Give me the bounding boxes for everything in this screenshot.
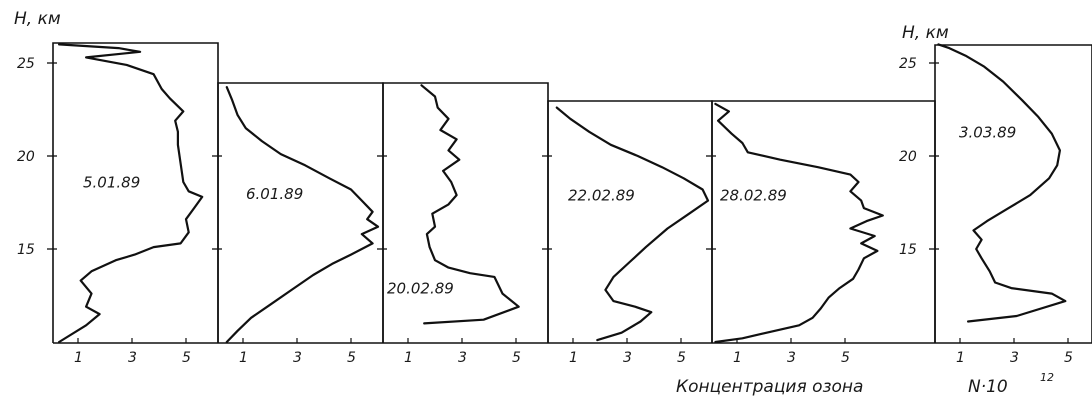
panel-date-label: 5.01.89 — [83, 174, 140, 192]
y-axis-title-right: H, км — [902, 23, 949, 43]
y-tick-label: 25 — [17, 56, 35, 72]
x-tick-label: 1 — [404, 350, 413, 366]
panel-3: 1 3 5 20.02.89 — [377, 82, 549, 366]
panel-date-label: 6.01.89 — [246, 185, 303, 203]
x-tick-label: 3 — [293, 350, 302, 366]
panel-frame — [382, 82, 549, 343]
x-tick-label: 3 — [458, 350, 467, 366]
x-tick-label: 3 — [787, 350, 796, 366]
y-axis-title-left: H, км — [14, 9, 61, 29]
panel-date-label: 28.02.89 — [720, 187, 787, 205]
x-tick-label: 1 — [239, 350, 248, 366]
panel-2: 1 3 5 6.01.89 — [212, 82, 384, 366]
panel-date-label: 22.02.89 — [568, 187, 635, 205]
x-tick-label: 1 — [956, 350, 965, 366]
x-tick-label: 3 — [128, 350, 137, 366]
x-tick-label: 5 — [347, 350, 356, 366]
panel-5: 1 3 5 28.02.89 — [706, 100, 936, 366]
panel-frame — [934, 44, 1092, 343]
x-tick-label: 1 — [74, 350, 83, 366]
panel-6: 1 3 5 15 20 25 3.03.89 — [899, 43, 1092, 366]
x-axis-title: Концентрация озона — [676, 377, 863, 397]
ozone-profile-curve — [555, 106, 710, 342]
y-tick-label: 25 — [899, 56, 917, 72]
x-tick-label: 1 — [569, 350, 578, 366]
ozone-profile-curve — [420, 84, 520, 325]
x-tick-label: 5 — [841, 350, 850, 366]
x-tick-label: 5 — [677, 350, 686, 366]
y-tick-label: 20 — [899, 149, 917, 165]
x-axis-formula: N·10 — [968, 377, 1008, 397]
panel-date-label: 3.03.89 — [959, 123, 1016, 141]
panel-frame — [711, 100, 936, 343]
panel-1: 1 3 5 15 20 25 5.01.89 — [17, 42, 219, 366]
x-axis-exponent: 12 — [1040, 371, 1054, 384]
y-tick-label: 15 — [17, 242, 35, 258]
panel-frame — [547, 100, 713, 343]
y-tick-label: 20 — [17, 149, 35, 165]
panel-4: 1 3 5 22.02.89 — [542, 100, 713, 366]
x-tick-label: 3 — [1010, 350, 1019, 366]
x-tick-label: 1 — [733, 350, 742, 366]
x-tick-label: 5 — [182, 350, 191, 366]
ozone-profile-curve — [57, 43, 204, 344]
x-tick-label: 3 — [623, 350, 632, 366]
ozone-profile-curve — [937, 43, 1067, 323]
ozone-profile-curve — [714, 102, 884, 344]
x-tick-label: 5 — [1064, 350, 1073, 366]
y-tick-label: 15 — [899, 242, 917, 258]
ozone-profile-curve — [225, 86, 380, 344]
panel-date-label: 20.02.89 — [387, 280, 454, 298]
x-tick-label: 5 — [512, 350, 521, 366]
